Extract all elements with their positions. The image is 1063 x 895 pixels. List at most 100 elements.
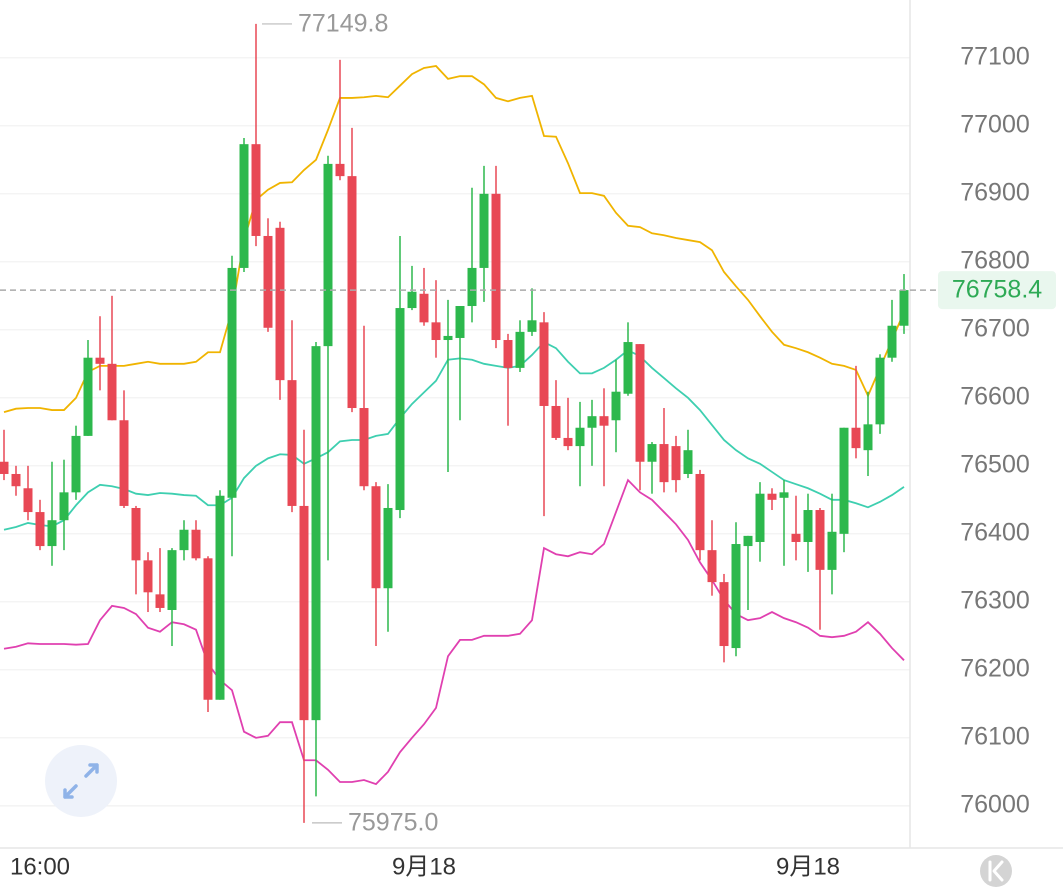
candle-body xyxy=(35,512,45,547)
candle-body xyxy=(419,293,429,323)
y-tick-label: 77100 xyxy=(960,42,1030,70)
candle-body xyxy=(803,510,813,542)
candle-body xyxy=(287,380,297,506)
x-tick-label: 16:00 xyxy=(10,853,70,880)
candle-body xyxy=(263,235,273,328)
candle-body xyxy=(863,424,873,451)
candle-body xyxy=(95,357,105,364)
high-annotation: 77149.8 xyxy=(298,10,388,38)
candle-body xyxy=(275,227,285,381)
candle-body xyxy=(179,529,189,551)
candle-body xyxy=(527,320,537,332)
candle-body xyxy=(335,163,345,177)
candle-body xyxy=(827,531,837,570)
candle-body xyxy=(443,335,453,341)
candle-body xyxy=(59,492,69,521)
candle-body xyxy=(143,560,153,593)
candle-body xyxy=(743,535,753,547)
y-tick-label: 76300 xyxy=(960,586,1030,614)
candle-body xyxy=(215,495,225,700)
candle-body xyxy=(155,594,165,608)
candle-body xyxy=(563,437,573,447)
band-line xyxy=(3,64,905,413)
candle-body xyxy=(767,493,777,500)
y-tick-label: 76100 xyxy=(960,722,1030,750)
candle-body xyxy=(431,322,441,341)
y-tick-label: 76600 xyxy=(960,382,1030,410)
candle-body xyxy=(299,505,309,721)
candle-body xyxy=(539,322,549,406)
candle-body xyxy=(239,144,249,268)
bands xyxy=(3,64,905,786)
band-line xyxy=(3,478,905,786)
candle-body xyxy=(47,520,57,547)
candle-body xyxy=(491,193,501,341)
candle-body xyxy=(131,507,141,561)
expand-button-bg[interactable] xyxy=(45,745,117,817)
y-tick-label: 76200 xyxy=(960,654,1030,682)
y-tick-label: 76500 xyxy=(960,450,1030,478)
expand-icon xyxy=(63,763,99,799)
y-tick-label: 77000 xyxy=(960,110,1030,138)
kline-button[interactable] xyxy=(980,855,1012,887)
candle-body xyxy=(467,267,477,307)
candle-body xyxy=(815,510,825,570)
candle-body xyxy=(323,163,333,347)
candle-body xyxy=(551,405,561,438)
candle-body xyxy=(587,416,597,428)
candle-body xyxy=(11,473,21,487)
y-tick-label: 76700 xyxy=(960,314,1030,342)
candle-body xyxy=(839,427,849,534)
candle-body xyxy=(755,493,765,542)
candle-body xyxy=(683,450,693,474)
candle-body xyxy=(479,193,489,268)
candle-body xyxy=(0,461,9,474)
candle-body xyxy=(611,391,621,421)
candle-body xyxy=(779,492,789,498)
y-tick-label: 76900 xyxy=(960,178,1030,206)
candle-body xyxy=(455,306,465,338)
candle-body xyxy=(623,342,633,394)
candle-body xyxy=(395,308,405,511)
candle-body xyxy=(875,357,885,425)
x-tick-label: 9月18 xyxy=(392,853,456,880)
expand-button[interactable] xyxy=(45,745,117,817)
candle-body xyxy=(695,473,705,551)
candle-body xyxy=(227,267,237,498)
candle-body xyxy=(71,435,81,493)
candle-body xyxy=(899,290,909,326)
candle-body xyxy=(23,488,33,513)
candle-body xyxy=(191,529,201,559)
candle-body xyxy=(359,408,369,487)
x-tick-label: 9月18 xyxy=(776,853,840,880)
candle-body xyxy=(599,416,609,426)
candle-body xyxy=(791,533,801,542)
kline-icon xyxy=(988,860,1004,882)
candles xyxy=(0,23,909,823)
last-price-box xyxy=(938,271,1056,310)
candle-body xyxy=(251,144,261,236)
y-tick-label: 76800 xyxy=(960,246,1030,274)
candle-body xyxy=(119,420,129,506)
candle-body xyxy=(887,325,897,358)
candle-body xyxy=(407,291,417,309)
grid xyxy=(0,57,910,807)
candle-body xyxy=(167,550,177,610)
candle-body xyxy=(575,427,585,447)
candle-body xyxy=(647,444,657,462)
last-price-label: 76758.4 xyxy=(952,276,1042,304)
y-tick-label: 76400 xyxy=(960,518,1030,546)
candle-body xyxy=(707,550,717,583)
labels: 76000 76100 76200 76300 76400 76500 76600 76700… xyxy=(0,10,1056,880)
candle-body xyxy=(383,507,393,589)
candle-body xyxy=(311,346,321,721)
low-annotation: 75975.0 xyxy=(348,808,438,836)
candle-body xyxy=(659,444,669,483)
band-line xyxy=(3,340,905,531)
candle-body xyxy=(107,363,117,421)
y-tick-label: 76000 xyxy=(960,790,1030,818)
candle-body xyxy=(83,357,93,436)
candle-body xyxy=(851,427,861,449)
